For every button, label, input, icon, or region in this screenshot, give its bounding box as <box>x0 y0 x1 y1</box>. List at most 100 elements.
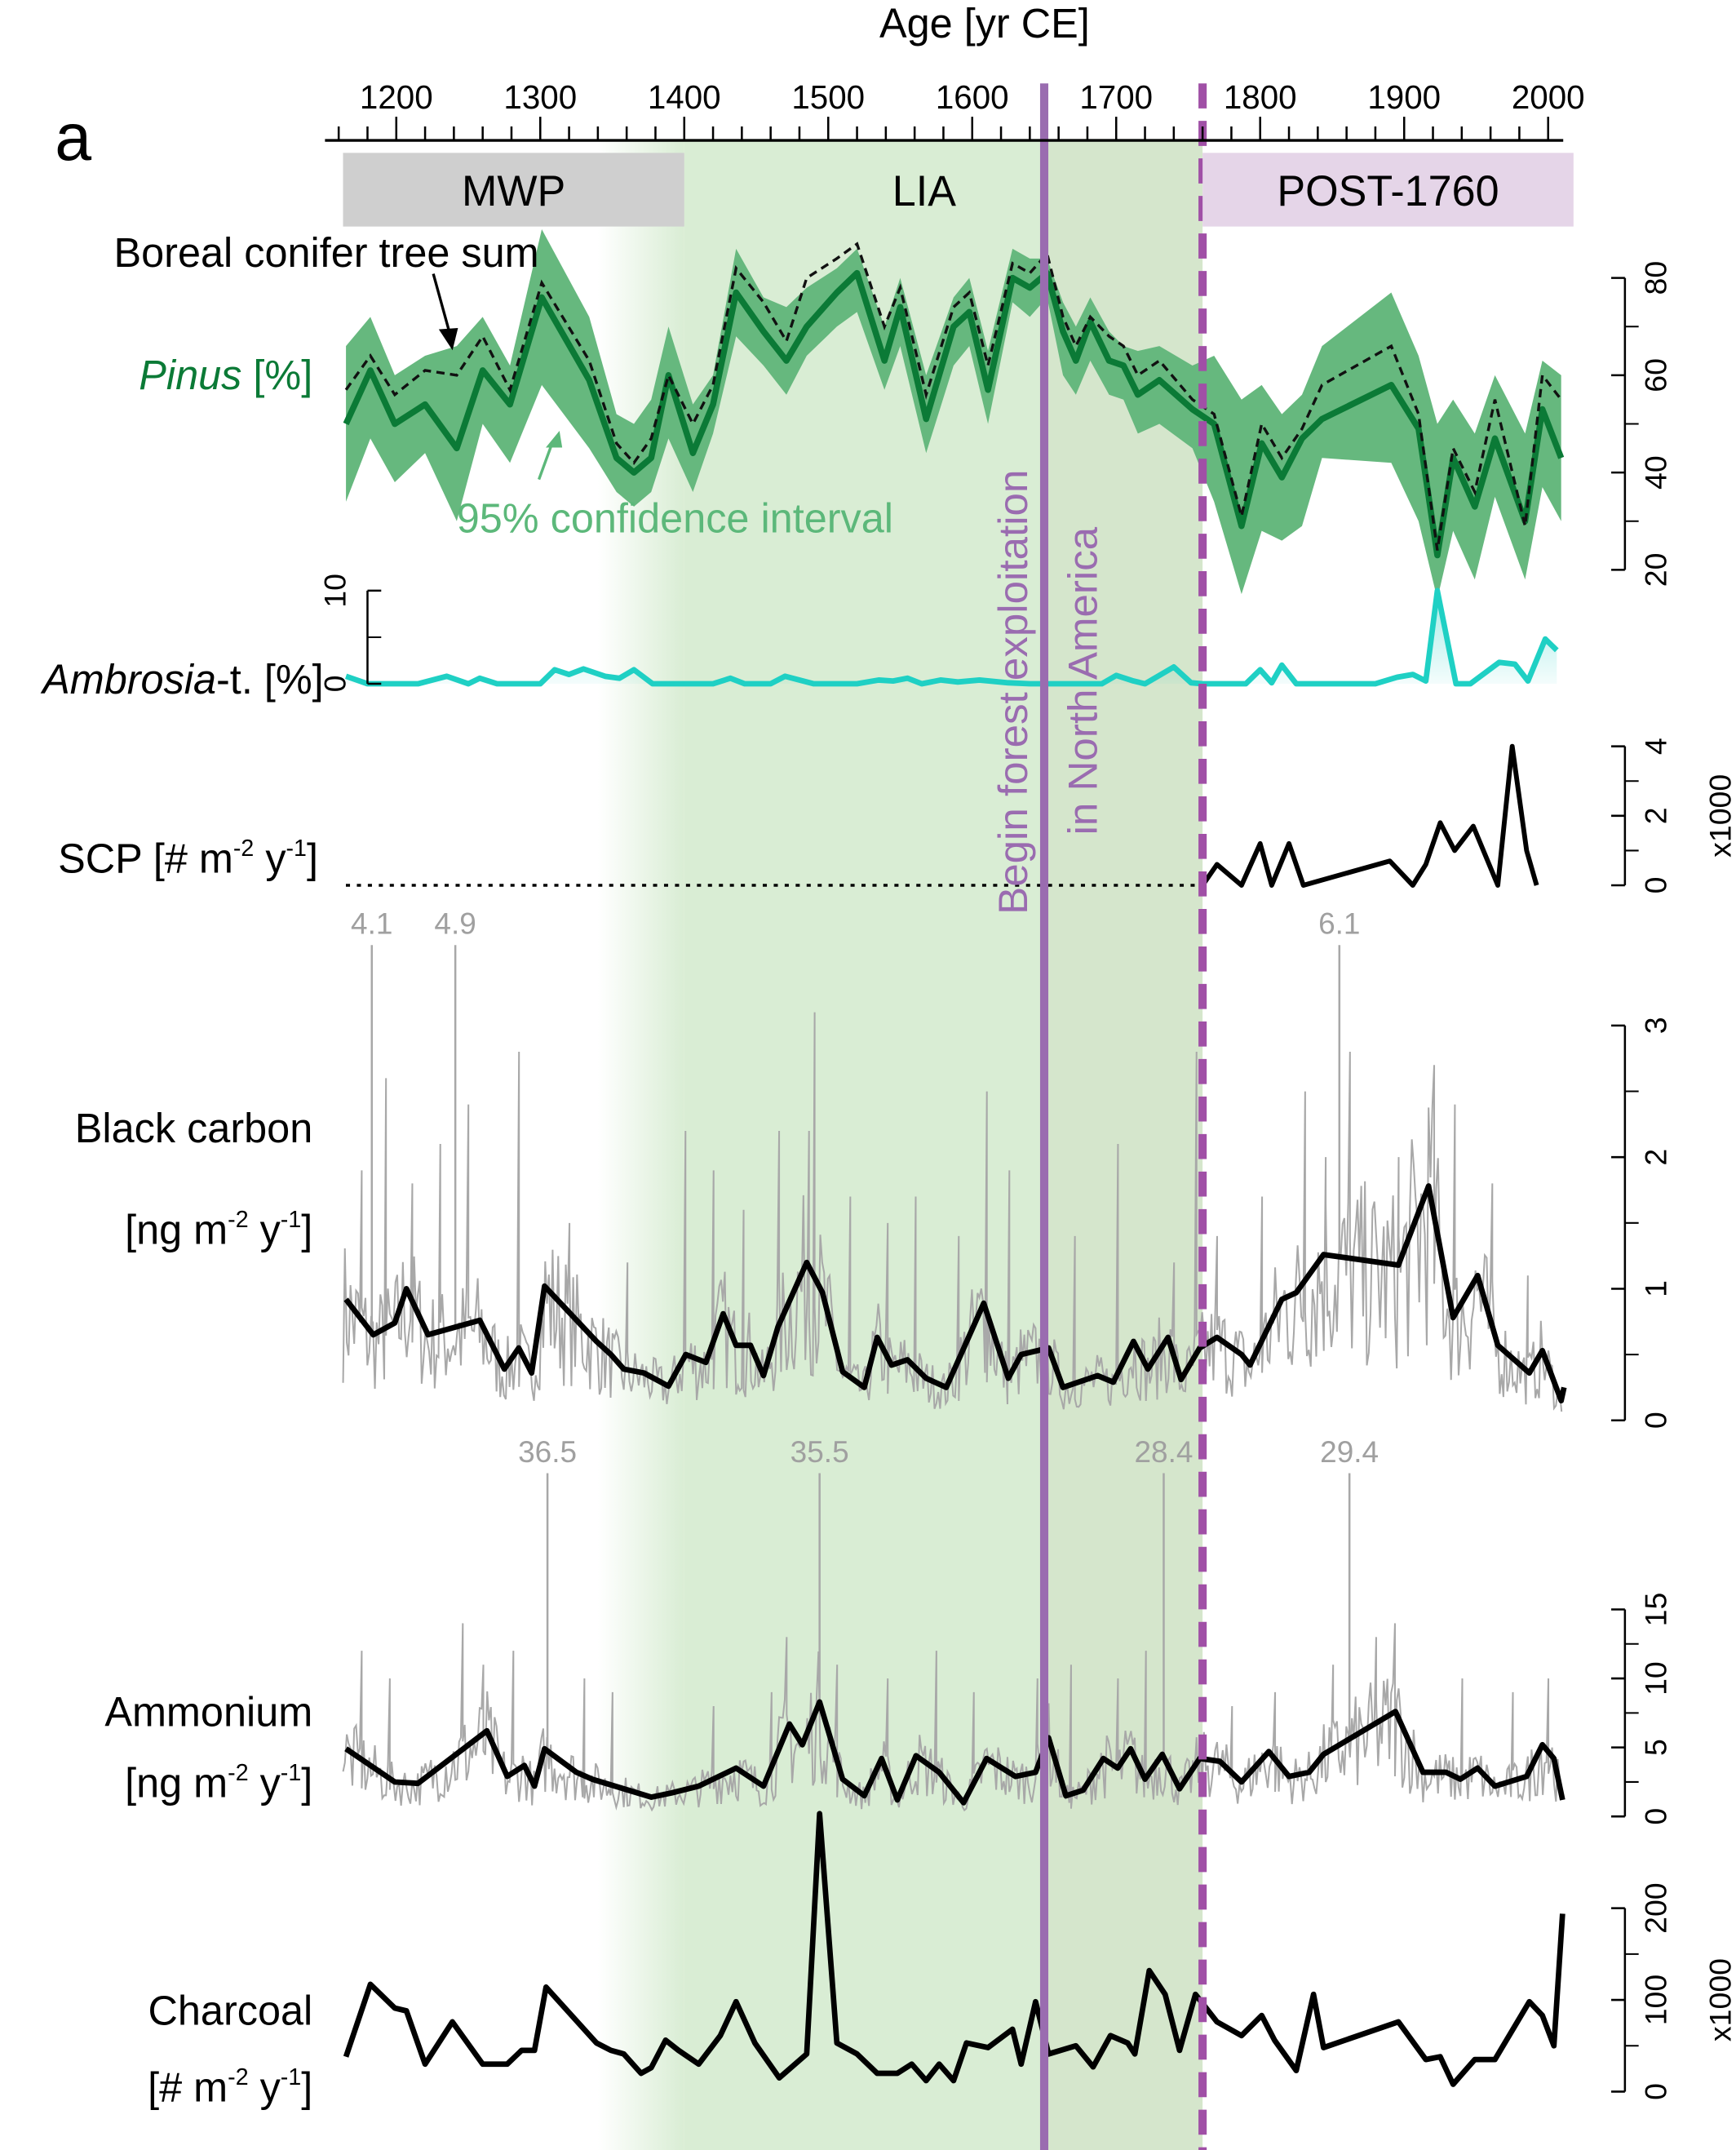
pinus-label: Pinus [%] <box>139 352 312 398</box>
unit-sup: -2 <box>228 1760 248 1786</box>
ammonium-peak-label: 28.4 <box>1134 1434 1193 1469</box>
pinus-confidence-band <box>346 229 1561 600</box>
event-label-line2: in North America <box>1060 526 1106 835</box>
age-tick-label: 1200 <box>360 78 433 116</box>
y-tick-label: 15 <box>1639 1593 1673 1627</box>
ambrosia-label-name: Ambrosia <box>40 656 216 703</box>
unit-text: [# m <box>148 2064 228 2110</box>
ambrosia-line <box>344 587 1559 687</box>
scp-label: SCP [# m-2 y-1] <box>58 835 318 881</box>
unit-sup: -2 <box>228 2064 248 2090</box>
age-tick-label: 1600 <box>936 78 1009 116</box>
unit-sup: -1 <box>281 1207 301 1233</box>
event-lines <box>1039 83 1207 2150</box>
event-label-line1: Begin forest exploitation <box>990 470 1036 915</box>
unit-mid: y <box>249 2064 281 2110</box>
y-tick-label: 3 <box>1639 1017 1673 1034</box>
period-bar-mwp <box>343 153 684 227</box>
age-tick-label: 1400 <box>648 78 721 116</box>
age-axis: 1200 1300 1400 1500 1600 1700 1800 1900 2000 <box>325 78 1585 142</box>
scp-end: ] <box>307 835 318 881</box>
y-axes: 20406080010024x100001230510150100200x100… <box>318 261 1736 2100</box>
scp-label-text: SCP [# m <box>58 835 233 881</box>
post-exploitation-shading <box>1043 139 1203 2150</box>
unit-end: ] <box>301 1206 312 1252</box>
black_carbon-peak-label: 4.9 <box>434 906 476 940</box>
y-multiplier-label: x1000 <box>1703 1958 1736 2041</box>
y-tick-label: 80 <box>1639 261 1673 295</box>
y-tick-label: 100 <box>1639 1975 1673 2026</box>
unit-end: ] <box>301 1759 312 1806</box>
y-tick-label: 0 <box>1639 1808 1673 1825</box>
y-tick-label: 10 <box>1639 1661 1673 1696</box>
unit-mid: y <box>249 1206 281 1252</box>
charcoal-line <box>343 1811 1566 2087</box>
y-tick-label: 0 <box>318 676 352 693</box>
annotation-arrows <box>432 273 563 481</box>
ambrosia-label-unit: -t. [%] <box>216 656 324 703</box>
y-tick-label: 20 <box>1639 553 1673 587</box>
y-axis-pinus: 20 40 60 80 <box>1611 261 1672 587</box>
unit-sup: -2 <box>228 1207 248 1233</box>
y-tick-label: 4 <box>1639 738 1673 755</box>
y-axis-charcoal: 0 100 200 x1000 <box>1611 1882 1736 2100</box>
period-label: POST-1760 <box>1277 168 1499 215</box>
ci-arrow <box>538 441 554 481</box>
y-tick-label: 1 <box>1639 1280 1673 1297</box>
y-tick-label: 0 <box>1639 2083 1673 2100</box>
conifer-sum-dashed-line <box>344 242 1563 551</box>
unit-mid: y <box>249 1759 281 1806</box>
conifer-sum-label: Boreal conifer tree sum <box>114 229 539 276</box>
lia-shading <box>684 139 1044 2150</box>
age-tick-label: 1800 <box>1224 78 1297 116</box>
ammonium-smoothed-line <box>344 1699 1566 1806</box>
period-bars: MWP LIA POST-1760 <box>343 153 1574 227</box>
y-tick-label: 2 <box>1639 807 1673 824</box>
y-tick-label: 60 <box>1639 358 1673 392</box>
ammonium-label: Ammonium <box>104 1688 312 1735</box>
conifer-sum-arrow <box>432 273 451 335</box>
black_carbon-raw-line <box>342 1012 1563 1412</box>
ambrosia-label: Ambrosia-t. [%] <box>40 656 324 703</box>
background-shading <box>597 139 1203 2150</box>
y-multiplier-label: x1000 <box>1703 774 1736 858</box>
age-tick-label: 1900 <box>1367 78 1441 116</box>
ammonium-peak-label: 36.5 <box>518 1434 577 1469</box>
axis-title: Age [yr CE] <box>879 0 1090 47</box>
scp-line <box>1200 743 1539 888</box>
ambrosia-area <box>346 590 1557 685</box>
unit-text: [ng m <box>125 1206 228 1252</box>
unit-end: ] <box>301 2064 312 2110</box>
black_carbon-peak-label: 4.1 <box>351 906 392 940</box>
unit-sup: -1 <box>281 1760 301 1786</box>
panel-label: a <box>55 100 92 175</box>
charcoal-label: Charcoal <box>148 1987 312 2033</box>
scp-sup: -2 <box>233 836 254 862</box>
y-axis-ammonium: 0 5 10 15 <box>1611 1593 1672 1825</box>
ammonium-peak-label: 35.5 <box>790 1434 849 1469</box>
unit-text: [ng m <box>125 1759 228 1806</box>
age-tick-label: 1300 <box>503 78 577 116</box>
black_carbon-smoothed-line <box>343 1183 1567 1403</box>
age-tick-label: 1700 <box>1079 78 1153 116</box>
y-tick-label: 10 <box>318 574 352 608</box>
pinus-label-unit: [%] <box>241 352 312 398</box>
ci-arrowhead-icon <box>545 431 563 448</box>
black_carbon-peak-label: 6.1 <box>1318 906 1360 940</box>
pinus-line <box>343 269 1565 559</box>
period-label: LIA <box>892 168 956 215</box>
ammonium-raw-line <box>342 1623 1563 1812</box>
conifer-sum-arrowhead-icon <box>438 327 458 351</box>
pinus-label-name: Pinus <box>139 352 241 398</box>
y-tick-label: 2 <box>1639 1149 1673 1166</box>
y-axis-ambrosia: 0 10 <box>318 574 382 693</box>
y-tick-label: 0 <box>1639 1412 1673 1429</box>
scp-mid: y <box>254 835 286 881</box>
ammonium-peak-label: 29.4 <box>1320 1434 1379 1469</box>
period-label: MWP <box>462 168 565 215</box>
charcoal-unit: [# m-2 y-1] <box>148 2064 312 2110</box>
ci-label: 95% confidence interval <box>457 494 893 541</box>
y-tick-label: 200 <box>1639 1882 1673 1934</box>
y-tick-label: 40 <box>1639 455 1673 490</box>
